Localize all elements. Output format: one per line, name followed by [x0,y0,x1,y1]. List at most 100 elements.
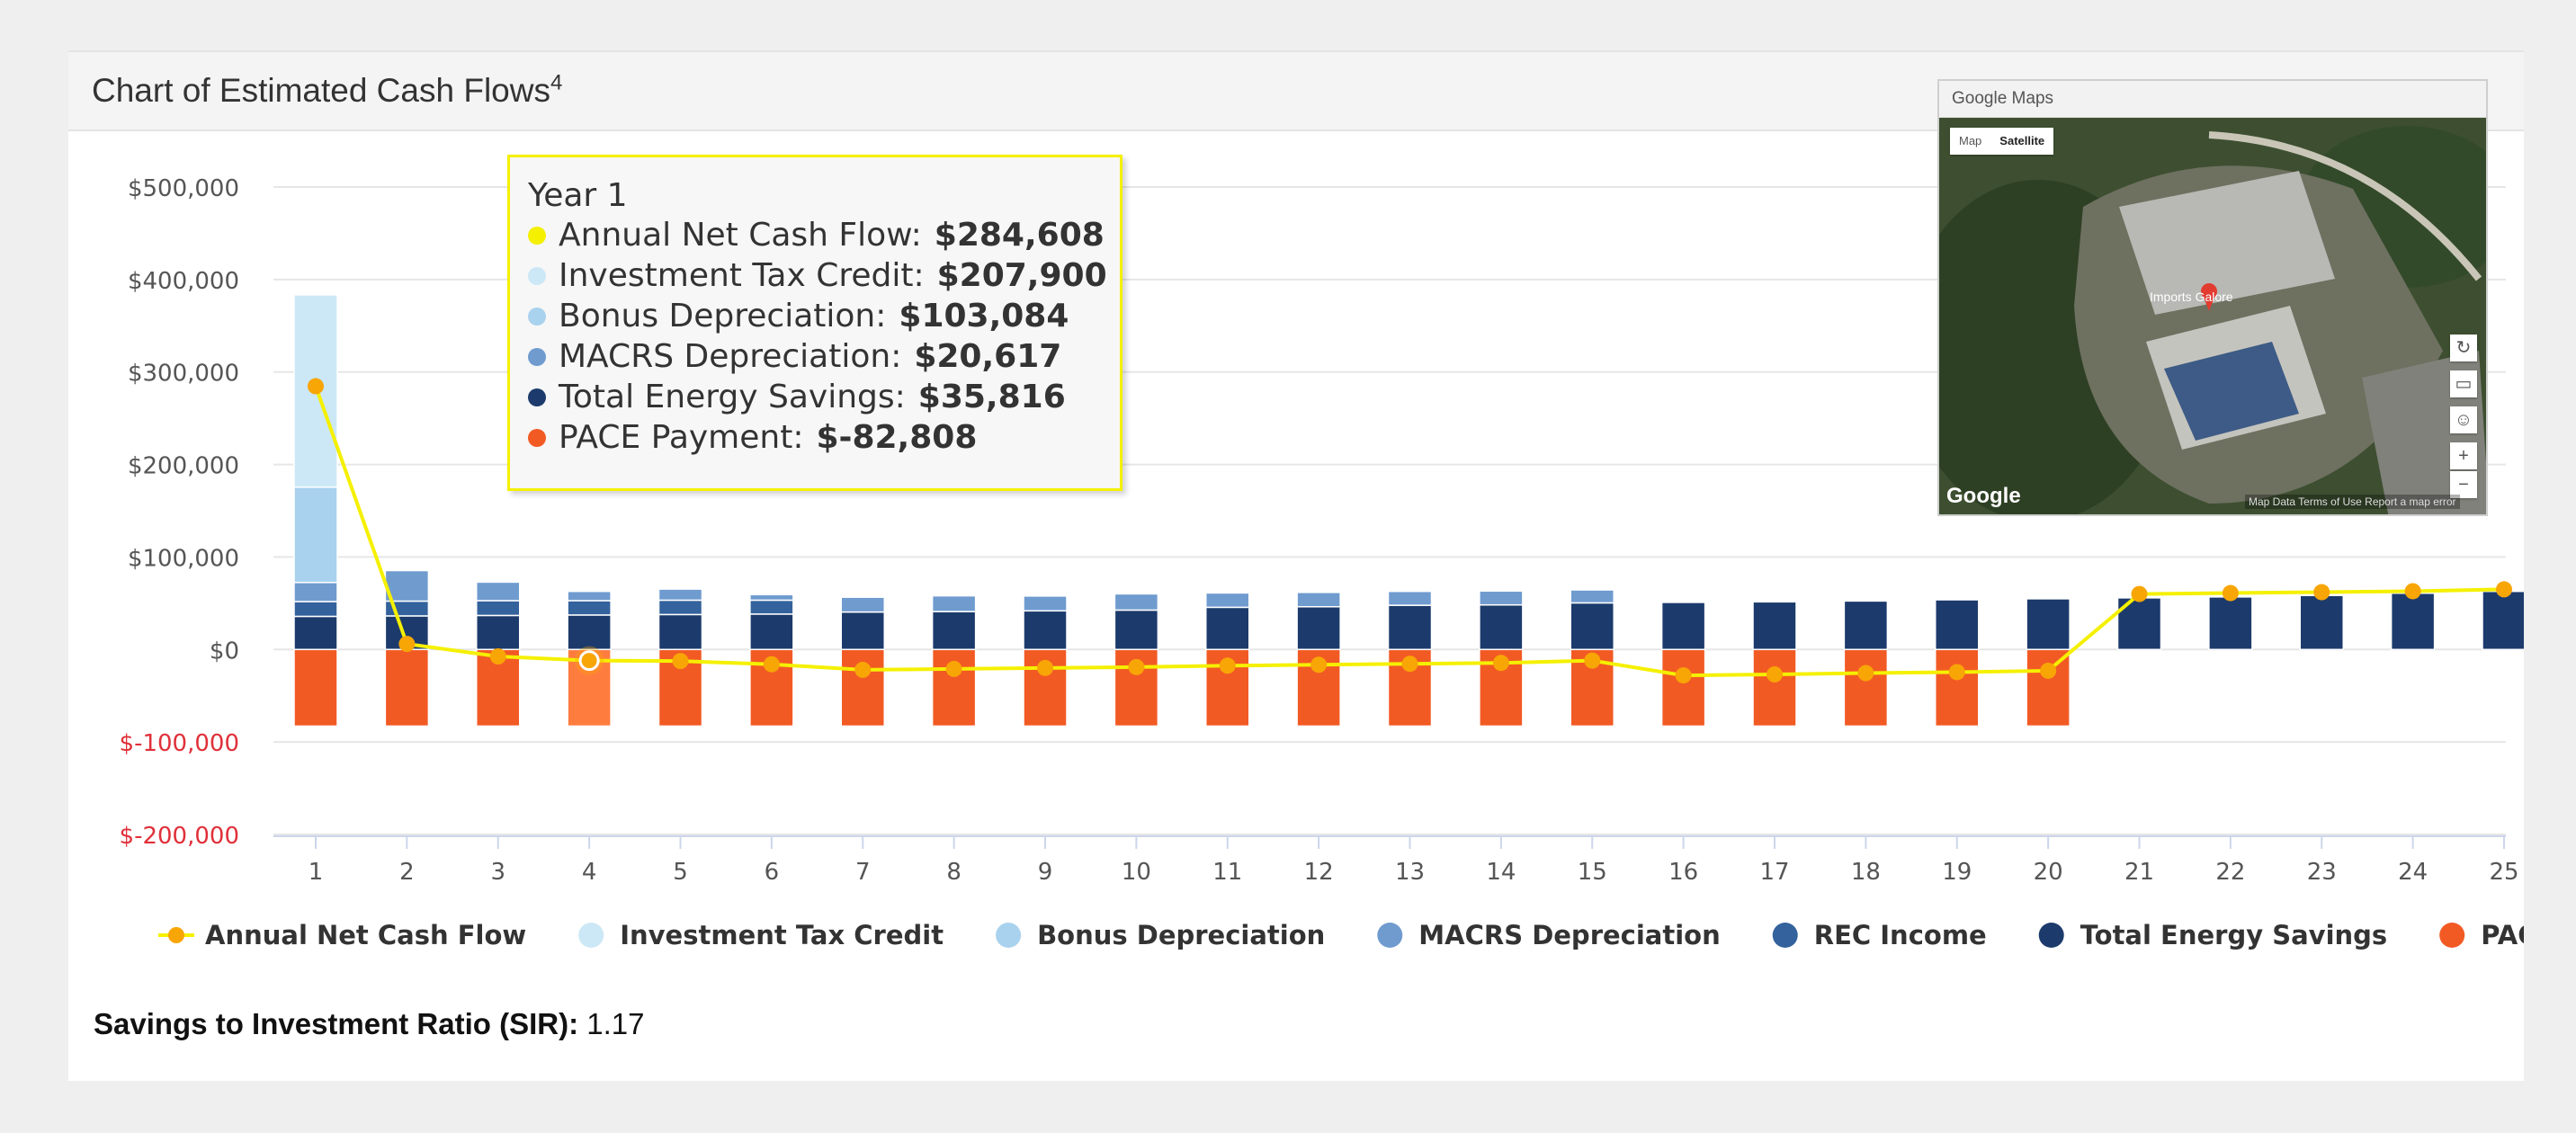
series-dot-icon [528,388,546,406]
y-tick-label: $200,000 [128,453,239,480]
legend-item-itc[interactable]: Investment Tax Credit [578,920,944,950]
x-tick-label: 19 [1942,859,1972,886]
legend-item-macrs[interactable]: MACRS Depreciation [1377,920,1721,950]
bar-macrs [1570,589,1614,604]
legend-marker [2439,923,2465,948]
legend-marker [996,923,1022,948]
tooltip-row-label: Total Energy Savings: [559,379,906,415]
x-tick-label: 8 [946,859,962,886]
legend-marker [2038,923,2064,948]
bar-energy [567,614,612,651]
x-tick-label: 17 [1759,859,1789,886]
bar-bonus [293,486,338,584]
net-cash-flow-point [1857,665,1874,682]
legend-marker [1377,923,1403,948]
x-tick-label: 23 [2307,859,2337,886]
tooltip-row: Total Energy Savings: $35,816 [528,379,1066,415]
zoom-in-button[interactable]: + [2450,442,2477,469]
bar-energy [2390,592,2436,651]
satellite-map[interactable]: Google Maps Map Satellite Imports Galore… [1937,79,2488,516]
legend-item-bonus[interactable]: Bonus Depreciation [996,920,1325,950]
bar-macrs [931,594,977,612]
bar-macrs [1387,590,1433,606]
bar-energy [749,613,794,651]
bar-pace [1843,648,1889,727]
bar-energy [2208,596,2253,651]
net-cash-flow-point [2222,584,2239,602]
bar-rec [293,601,338,618]
bar-energy [1935,599,1980,651]
bar-energy [1205,606,1250,651]
bar-pace [840,648,885,727]
x-tick-label: 18 [1851,859,1881,886]
net-cash-flow-point [945,660,962,677]
x-tick-label: 25 [2489,859,2518,886]
rotate-icon[interactable]: ↻ [2450,335,2477,361]
pegman-icon[interactable]: ☺ [2450,406,2477,433]
bar-energy [2026,598,2071,651]
bar-energy [1023,610,1068,651]
tooltip-row: Annual Net Cash Flow: $284,608 [528,217,1105,254]
series-dot-icon [528,347,546,366]
bar-energy [2299,594,2344,651]
legend-label: Bonus Depreciation [1037,920,1325,950]
sir-summary: Savings to Investment Ratio (SIR): 1.17 [94,1007,644,1041]
chart-legend: Annual Net Cash Flow Investment Tax Credi… [158,920,2524,950]
legend-item-rec[interactable]: REC Income [1772,920,1987,950]
bar-energy [293,615,338,651]
y-tick-label: $0 [210,638,239,665]
bar-energy [1570,602,1614,651]
net-cash-flow-point [1767,666,1783,683]
tooltip-row-value: $103,084 [899,298,1069,335]
x-tick-label: 6 [765,859,780,886]
x-tick-label: 10 [1122,859,1151,886]
series-dot-icon [528,307,546,326]
tooltip-row: PACE Payment: $-82,808 [528,419,977,456]
net-cash-flow-point [398,636,416,653]
y-tick-label: $-200,000 [120,823,239,850]
x-tick-label: 9 [1038,859,1053,886]
net-cash-flow-point [854,661,872,678]
y-axis-ticks: $500,000 $400,000 $300,000 $200,000 $100,000… [120,175,239,850]
tilt-icon[interactable]: ▭ [2450,370,2477,397]
zoom-out-button[interactable]: − [2450,471,2477,498]
tooltip-row: Investment Tax Credit: $207,900 [528,257,1107,294]
series-dot-icon [528,266,546,285]
map-type-satellite-button[interactable]: Satellite [1999,134,2045,147]
y-tick-label: $400,000 [128,268,239,295]
legend-marker [578,923,604,948]
x-tick-label: 3 [490,859,505,886]
bar-macrs [1023,595,1068,612]
tooltip-row-value: $207,900 [936,257,1107,294]
legend-label: Investment Tax Credit [620,920,944,950]
bar-rec [567,600,612,616]
map-type-map-button[interactable]: Map [1959,134,1982,147]
bar-energy [1479,603,1524,651]
x-tick-label: 13 [1395,859,1425,886]
map-footer[interactable]: Map Data Terms of Use Report a map error [2245,495,2460,509]
bar-energy [1660,602,1706,651]
legend-item-energy[interactable]: Total Energy Savings [2038,920,2387,950]
bar-macrs [1296,592,1341,608]
net-cash-flow-point [1584,652,1601,669]
satellite-imagery [1939,117,2486,514]
legend-label: PACE Payment [2481,920,2524,950]
bar-macrs [476,581,521,602]
bar-energy [1114,609,1159,651]
tooltip-row-value: $20,617 [914,338,1062,375]
net-cash-flow-point [2313,584,2330,601]
bar-pace [1752,648,1797,727]
footnote-marker[interactable]: 4 [550,70,563,95]
bar-energy [840,611,885,651]
x-tick-label: 1 [309,859,324,886]
x-tick-label: 7 [855,859,871,886]
x-tick-label: 21 [2124,859,2154,886]
legend-item-pace[interactable]: PACE Payment [2439,920,2524,950]
legend-item-net_cash_flow[interactable]: Annual Net Cash Flow [158,920,526,950]
net-cash-flow-point [1401,656,1418,673]
net-cash-flow-point [672,653,689,670]
legend-label: REC Income [1814,920,1987,950]
bar-macrs [567,590,612,602]
tooltip-row-label: Annual Net Cash Flow: [559,217,922,254]
bar-macrs [293,582,338,602]
